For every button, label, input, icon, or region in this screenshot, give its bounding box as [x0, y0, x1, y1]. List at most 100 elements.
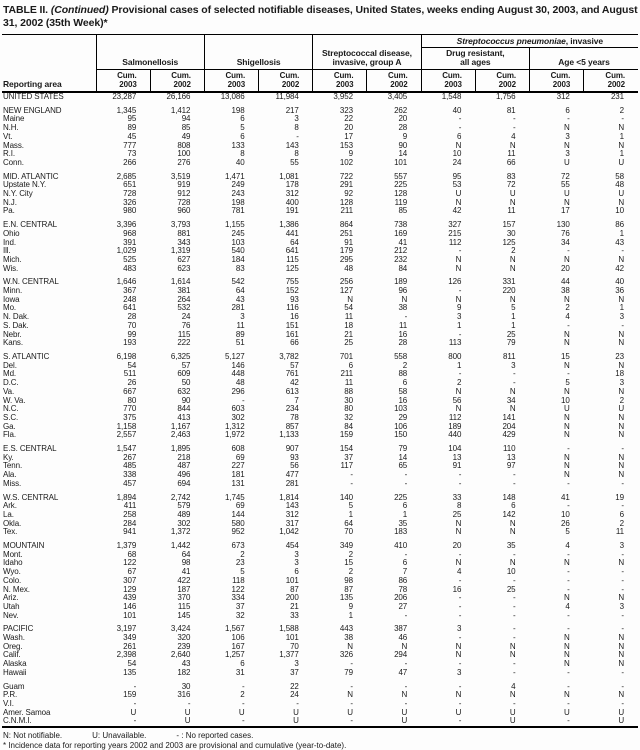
table-row: N.Y. City 728 912 243 312 92 128 U U U U	[2, 190, 638, 199]
cell-value: -	[512, 602, 516, 611]
row-label: Tenn.	[3, 462, 23, 471]
cell-value: N	[564, 660, 570, 669]
cell-value: 133	[231, 141, 245, 150]
column-group-strep-pneumoniae: Streptococcus pneumoniae, invasive	[420, 34, 638, 48]
cell-value: -	[567, 115, 570, 124]
cell-value: 1,646	[116, 278, 137, 287]
cell-value: 623	[177, 264, 191, 273]
cell-value: 579	[177, 502, 191, 511]
cell-value: 11	[344, 313, 353, 322]
cell-value: 34	[561, 238, 570, 247]
cell-value: 391	[123, 238, 137, 247]
table-row: Ohio 968 881 245 441 251 169 215 30 76 1	[2, 230, 638, 239]
cell-value: 3	[619, 379, 624, 388]
cell-value: N	[509, 642, 516, 651]
cell-value: 3,405	[387, 92, 408, 101]
row-label: Wyo.	[3, 568, 21, 577]
cell-value: N	[618, 462, 624, 471]
footnotes: N: Not notifiable. U: Unavailable. - : No …	[2, 731, 638, 750]
cell-value: 98	[344, 576, 353, 585]
cell-value: 1,372	[170, 528, 191, 537]
row-label: Tex.	[3, 528, 18, 537]
cell-value: 83	[506, 172, 516, 181]
table-row: Calif. 2,398 2,640 1,257 1,377 326 294 N N N N	[2, 651, 638, 660]
cell-value: 6	[348, 361, 353, 370]
row-label: Amer. Samoa	[3, 708, 51, 717]
cell-value: 302	[177, 519, 191, 528]
cell-value: -	[458, 634, 462, 643]
cell-value: 912	[177, 190, 191, 199]
cell-value: N	[564, 453, 570, 462]
cell-value: 37	[235, 602, 245, 611]
cell-value: 1,081	[279, 172, 299, 181]
drug-resistant-line1: Drug resistant,	[446, 48, 505, 58]
cell-value: 151	[285, 321, 299, 330]
row-label: Ariz.	[3, 594, 19, 603]
row-label: Mont.	[3, 550, 23, 559]
cell-value: 10	[615, 207, 624, 216]
cell-value: 2,463	[170, 431, 191, 440]
cell-value: 145	[177, 611, 191, 620]
cell-value: 103	[231, 238, 245, 247]
cell-value: -	[458, 594, 462, 603]
row-label: C.N.M.I.	[3, 717, 32, 726]
cell-value: 10	[452, 150, 462, 159]
cell-value: 11	[507, 207, 516, 216]
cell-value: -	[350, 682, 353, 691]
cell-value: 86	[398, 576, 408, 585]
cell-value: 167	[231, 642, 245, 651]
cell-value: 6	[402, 502, 408, 511]
cell-value: 281	[231, 304, 245, 313]
cell-value: -	[187, 700, 191, 708]
table-row: N. Dak. 28 24 3 16 11 - 3 1 4 3	[2, 313, 638, 322]
cell-value: -	[567, 611, 570, 620]
cell-value: 1,386	[279, 221, 299, 230]
row-label: Ill.	[3, 247, 11, 256]
cell-value: 16	[398, 396, 408, 405]
cell-value: 2,557	[116, 431, 137, 440]
cell-value: -	[621, 550, 624, 559]
cell-value: 27	[398, 602, 408, 611]
table-row: Alaska 54 43 6 3 - - - - N N	[2, 660, 638, 669]
cell-value: 781	[231, 207, 245, 216]
table-row: Guam - 30 - 22 - - - 4 - -	[2, 683, 638, 692]
cell-value: 43	[615, 238, 624, 247]
cell-value: 439	[123, 594, 137, 603]
cell-value: N	[564, 642, 570, 651]
table-row: Pa. 980 960 781 191 211 85 42 11 17 10	[2, 207, 638, 216]
cell-value: 327	[448, 221, 462, 230]
cell-value: 128	[394, 190, 408, 199]
cell-value: 94	[181, 115, 191, 124]
cell-value: 200	[285, 594, 299, 603]
cell-value: 89	[235, 330, 245, 339]
cell-value: 41	[181, 568, 191, 577]
cell-value: U	[618, 708, 624, 717]
row-label: N. Mex.	[3, 585, 30, 594]
cell-value: 72	[506, 181, 516, 190]
cell-value: 3	[294, 550, 299, 559]
cell-value: -	[621, 502, 624, 511]
cell-value: 234	[285, 405, 299, 414]
cell-value: -	[458, 247, 462, 256]
table-row: C.N.M.I. - U - U - U - U - U	[2, 717, 638, 727]
cell-value: -	[242, 717, 245, 726]
cell-value: 41	[561, 493, 570, 502]
row-label: Conn.	[3, 158, 24, 167]
cell-value: 580	[231, 519, 245, 528]
cell-value: N	[509, 405, 516, 414]
table-row: Hawaii 135 182 31 37 79 47 3 - - -	[2, 669, 638, 678]
cell-value: 609	[177, 370, 191, 379]
cell-value: N	[618, 471, 624, 480]
cell-value: 70	[290, 642, 299, 651]
cell-value: -	[242, 700, 245, 708]
cell-value: -	[404, 682, 408, 691]
cell-value: 349	[339, 542, 353, 551]
row-label: Colo.	[3, 576, 22, 585]
cell-value: 16	[290, 313, 299, 322]
cell-value: 54	[127, 660, 137, 669]
cell-value: N	[401, 295, 408, 304]
cell-value: 1	[402, 510, 408, 519]
cell-value: N	[564, 431, 570, 440]
row-label: Ohio	[3, 229, 20, 238]
cell-value: 1	[619, 132, 624, 141]
